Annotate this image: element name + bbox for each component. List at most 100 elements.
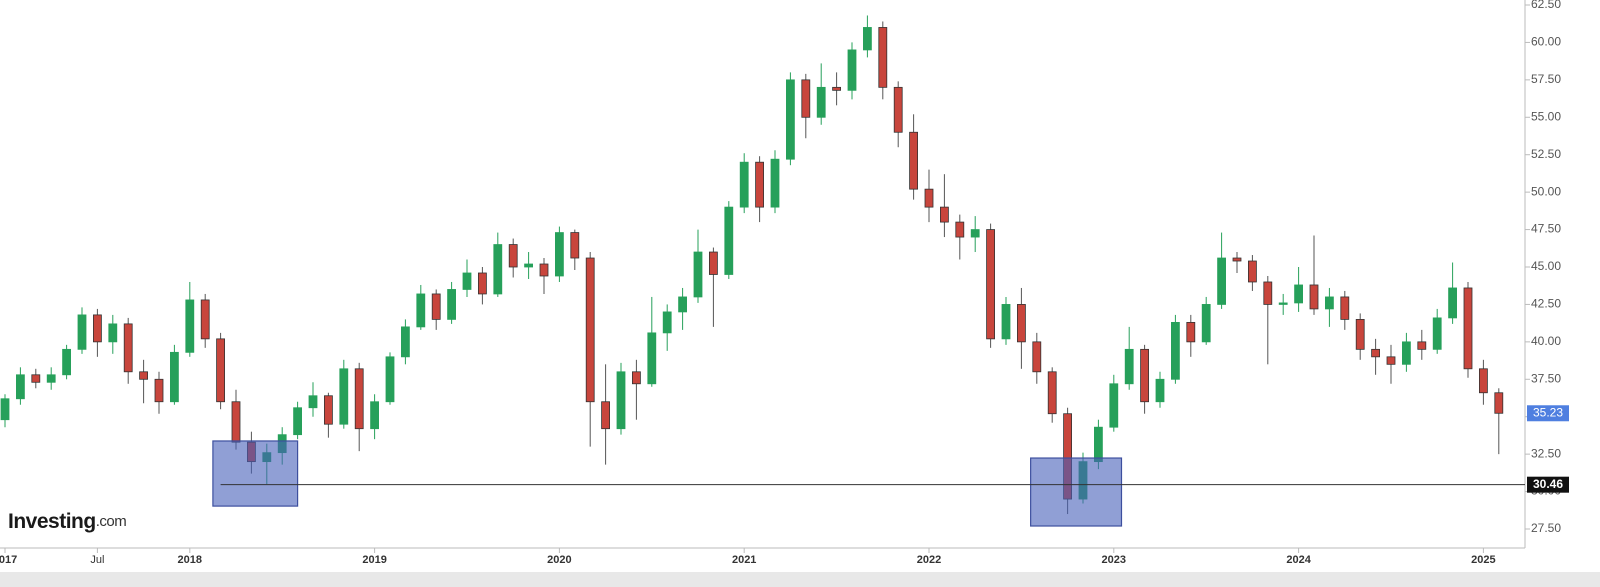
candle-body bbox=[1325, 296, 1334, 310]
candle-body bbox=[385, 356, 395, 403]
candle-body bbox=[231, 401, 241, 443]
candle-body bbox=[955, 221, 965, 238]
x-tick-label: 2017 bbox=[0, 554, 17, 566]
candle-body bbox=[169, 351, 179, 403]
candle-body bbox=[323, 395, 333, 425]
candle-body bbox=[416, 293, 426, 328]
candle-body bbox=[1217, 257, 1226, 305]
candle-body bbox=[477, 272, 487, 295]
bottom-bar bbox=[0, 572, 1600, 587]
candle-body bbox=[508, 244, 518, 268]
candle-body bbox=[1417, 341, 1427, 350]
candle-body bbox=[662, 311, 672, 334]
y-tick-label: 57.50 bbox=[1531, 72, 1561, 86]
candle-body bbox=[755, 161, 764, 208]
y-tick-label: 50.00 bbox=[1531, 184, 1561, 198]
candle-body bbox=[570, 232, 580, 259]
candle-body bbox=[139, 371, 149, 380]
candle-body bbox=[1232, 257, 1242, 262]
x-tick-label: Jul bbox=[90, 554, 104, 566]
candle-body bbox=[878, 27, 888, 88]
candle-body bbox=[909, 131, 918, 190]
candle-body bbox=[0, 398, 10, 421]
candle-body bbox=[678, 296, 687, 313]
last-price-label: 35.23 bbox=[1533, 405, 1563, 419]
candle-body bbox=[1371, 348, 1380, 358]
candle-body bbox=[354, 368, 364, 430]
candle-body bbox=[986, 229, 995, 340]
candle-body bbox=[739, 161, 749, 208]
candle-body bbox=[693, 251, 703, 298]
highlight-box bbox=[1030, 457, 1123, 527]
x-tick-label: 2020 bbox=[547, 554, 571, 566]
overlay: 30.46 35.23 bbox=[212, 405, 1569, 527]
y-tick-label: 40.00 bbox=[1531, 334, 1561, 348]
candle-body bbox=[863, 27, 872, 51]
candle-body bbox=[31, 374, 41, 383]
candle-body bbox=[154, 378, 164, 403]
x-tick-label: 2023 bbox=[1102, 554, 1126, 566]
y-tick-label: 55.00 bbox=[1531, 109, 1561, 123]
candle-body bbox=[1047, 371, 1057, 415]
candle-body bbox=[216, 338, 226, 403]
candle-body bbox=[1355, 318, 1365, 350]
candle-body bbox=[1001, 304, 1011, 340]
candle-body bbox=[585, 257, 595, 403]
candle-body bbox=[893, 86, 903, 133]
candle-body bbox=[539, 263, 549, 277]
candle-body bbox=[1494, 392, 1504, 414]
logo: Investing.com bbox=[8, 510, 126, 533]
y-tick-label: 42.50 bbox=[1531, 297, 1561, 311]
candle-body bbox=[786, 79, 795, 160]
candle-body bbox=[1155, 378, 1165, 403]
y-tick-label: 45.00 bbox=[1531, 259, 1561, 273]
price-line-label: 30.46 bbox=[1533, 477, 1563, 491]
candle-body bbox=[1278, 302, 1288, 305]
candle-body bbox=[123, 323, 133, 373]
candle-body bbox=[816, 86, 826, 118]
candle-body bbox=[1402, 341, 1411, 365]
candle-body bbox=[924, 188, 934, 208]
y-tick-label: 62.50 bbox=[1531, 0, 1561, 11]
candle-body bbox=[62, 348, 71, 376]
candle-body bbox=[1140, 348, 1149, 403]
candle-body bbox=[400, 326, 410, 358]
candle-body bbox=[46, 374, 56, 383]
y-tick-label: 60.00 bbox=[1531, 35, 1561, 49]
candle-body bbox=[524, 263, 533, 268]
candle-body bbox=[1171, 321, 1180, 380]
y-tick-label: 47.50 bbox=[1531, 222, 1561, 236]
candle-body bbox=[555, 232, 564, 277]
candle-body bbox=[15, 374, 25, 400]
candle-body bbox=[493, 244, 503, 295]
x-tick-label: 2025 bbox=[1471, 554, 1495, 566]
price-line-label-bg bbox=[1527, 476, 1569, 493]
candle-body bbox=[832, 86, 841, 91]
x-tick-label: 2021 bbox=[732, 554, 756, 566]
candle-body bbox=[1248, 260, 1257, 283]
candle-body bbox=[1032, 341, 1042, 373]
y-tick-label: 52.50 bbox=[1531, 147, 1561, 161]
candle-body bbox=[1263, 281, 1273, 305]
candle-body bbox=[339, 368, 349, 425]
candle-body bbox=[1386, 356, 1396, 365]
candle-body bbox=[1017, 304, 1026, 343]
candle-body bbox=[1201, 304, 1211, 343]
candle-body bbox=[1186, 321, 1196, 343]
candle-body bbox=[185, 299, 195, 353]
candle-body bbox=[370, 401, 380, 430]
candle-body bbox=[1340, 296, 1350, 320]
candle-body bbox=[77, 314, 87, 350]
candle-body bbox=[940, 206, 949, 223]
candle-body bbox=[632, 371, 641, 385]
candle-body bbox=[1309, 284, 1319, 310]
candle-body bbox=[616, 371, 626, 430]
highlight-box bbox=[212, 440, 299, 507]
candle-body bbox=[1463, 287, 1473, 370]
candle-body bbox=[200, 299, 210, 340]
candle-body bbox=[447, 289, 457, 320]
candle-body bbox=[308, 395, 318, 409]
candle-body bbox=[1109, 383, 1119, 428]
